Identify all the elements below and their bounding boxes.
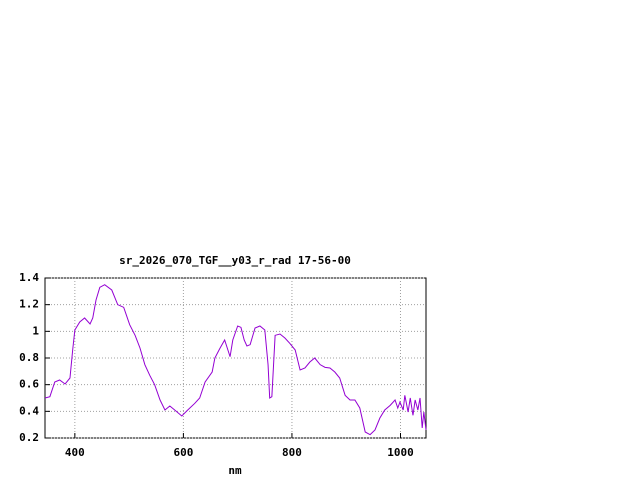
y-tick-label: 1 bbox=[32, 324, 39, 337]
x-axis-label: nm bbox=[228, 464, 242, 477]
x-tick-label: 800 bbox=[282, 446, 302, 459]
data-line bbox=[44, 284, 427, 436]
y-tick-label: 0.6 bbox=[19, 378, 39, 391]
y-tick-label: 0.8 bbox=[19, 351, 39, 364]
x-tick-label: 1000 bbox=[387, 446, 414, 459]
x-tick-label: 600 bbox=[173, 446, 193, 459]
y-tick-label: 1.4 bbox=[19, 271, 39, 284]
chart-title: sr_2026_070_TGF__y03_r_rad 17-56-00 bbox=[119, 254, 351, 267]
y-tick-label: 0.2 bbox=[19, 431, 39, 444]
x-tick-label: 400 bbox=[65, 446, 85, 459]
y-tick-label: 1.2 bbox=[19, 298, 39, 311]
y-tick-label: 0.4 bbox=[19, 404, 39, 417]
